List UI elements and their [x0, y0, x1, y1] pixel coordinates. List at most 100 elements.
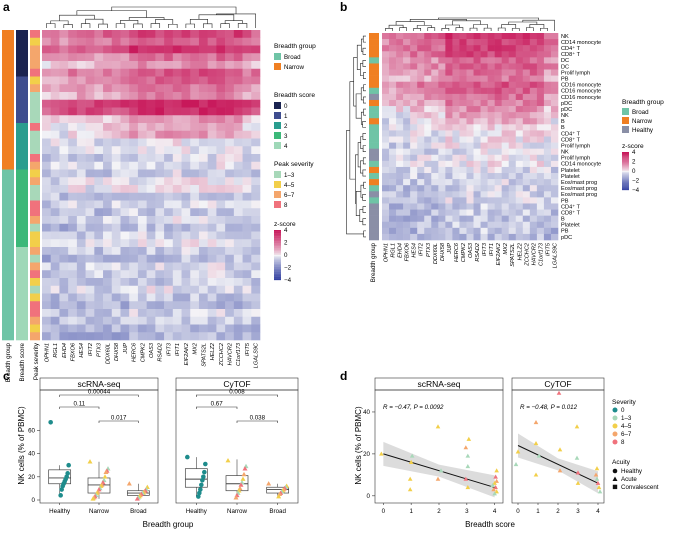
panel-a-cell — [198, 285, 208, 294]
panel-b-cell — [424, 39, 432, 46]
panel-a-cell — [233, 30, 243, 39]
dendrogram-link — [198, 14, 235, 21]
panel-a-cell — [111, 262, 121, 271]
dendrogram-link — [362, 206, 366, 213]
colorbar-segment — [622, 164, 629, 166]
gene-label: ZCCHC2 — [524, 242, 530, 267]
panel-b-cell — [403, 203, 411, 210]
cell-type-label: DC — [561, 64, 569, 70]
panel-a-cell — [120, 223, 130, 232]
panel-d-scatterplots: NK cells (% of PBMC)Breadth scorescRNA-s… — [354, 377, 659, 529]
breadth-group-cell — [2, 92, 14, 101]
panel-b-cell — [536, 166, 545, 174]
panel-a-cell — [207, 316, 217, 325]
legend-label: Broad — [284, 54, 301, 61]
y-tick-label: 0 — [32, 497, 36, 504]
panel-b-cell — [403, 99, 411, 107]
panel-b-cell — [403, 57, 411, 64]
panel-a-cell — [172, 208, 182, 217]
panel-a-cell — [137, 130, 147, 139]
panel-a-cell — [94, 316, 104, 325]
panel-a-cell — [251, 30, 261, 39]
panel-a-cell — [76, 223, 86, 232]
panel-a-cell — [103, 270, 113, 279]
panel-a-cell — [85, 161, 95, 170]
panel-b-cell — [382, 142, 390, 149]
panel-a-cell — [242, 61, 252, 70]
panel-a-cell — [155, 231, 165, 240]
panel-a-cell — [50, 146, 60, 155]
peak-severity-cell — [30, 324, 40, 333]
panel-a-cell — [137, 270, 147, 279]
panel-a-cell — [146, 154, 156, 163]
panel-b-cell — [424, 69, 432, 76]
panel-b-cell — [473, 81, 481, 89]
panel-a-cell — [111, 92, 121, 101]
panel-b-cell — [508, 63, 517, 70]
panel-a-cell — [225, 208, 235, 217]
panel-b-cell — [543, 203, 552, 210]
panel-a-cell — [181, 324, 191, 333]
panel-a-cell — [172, 154, 182, 163]
panel-b-cell — [515, 215, 524, 223]
panel-b-cell — [550, 57, 559, 64]
panel-a-cell — [137, 239, 147, 248]
panel-a-cell — [207, 239, 217, 248]
panel-b-cell — [424, 227, 432, 235]
panel-a-cell — [59, 169, 69, 178]
panel-b-cell — [543, 112, 552, 119]
panel-b-cell — [536, 106, 545, 113]
breadth-group-cell — [369, 57, 379, 64]
panel-a-cell — [146, 192, 156, 201]
panel-a-cell — [172, 200, 182, 209]
panel-b-cell — [508, 185, 517, 192]
peak-severity-cell — [30, 185, 40, 194]
panel-b-cell — [396, 154, 404, 162]
panel-b-cell — [424, 75, 432, 83]
colorbar-segment — [274, 240, 281, 242]
scatter-point — [435, 476, 441, 481]
panel-b-cell — [480, 233, 488, 241]
dendrogram-link — [360, 87, 364, 101]
panel-a-cell — [251, 115, 261, 124]
panel-a-cell — [155, 154, 165, 163]
panel-a-cell — [103, 99, 113, 108]
panel-a-cell — [137, 278, 147, 287]
panel-b-cell — [452, 124, 460, 131]
panel-a-cell — [129, 68, 139, 77]
panel-b-cell — [529, 39, 538, 46]
colorbar-segment — [274, 230, 281, 232]
panel-a-cell — [68, 138, 78, 147]
panel-b-cell — [396, 173, 404, 180]
panel-a-cell — [59, 107, 69, 116]
panel-a-cell — [103, 247, 113, 256]
gene-label: FBXO6 — [71, 342, 77, 361]
scatter-point — [595, 480, 601, 485]
panel-a-cell — [111, 254, 121, 263]
panel-a-cell — [198, 185, 208, 194]
panel-a-cell — [111, 45, 121, 54]
panel-a-cell — [76, 169, 86, 178]
panel-b-cell — [501, 160, 510, 168]
panel-b-cell — [403, 45, 411, 52]
data-point-acute — [238, 482, 244, 487]
panel-b-cell — [508, 57, 517, 64]
panel-b-cell — [522, 75, 531, 83]
panel-a-cell — [216, 200, 226, 209]
panel-a-cell — [94, 278, 104, 287]
panel-b-cell — [410, 221, 418, 229]
panel-a-cell — [190, 309, 200, 318]
panel-b-cell — [515, 221, 524, 229]
panel-b-cell — [403, 69, 411, 76]
panel-b-cell — [536, 130, 545, 137]
panel-b-cell — [431, 106, 439, 113]
panel-b-cell — [550, 118, 559, 125]
data-point-healthy — [197, 490, 202, 496]
legend-swatch — [274, 122, 281, 129]
gene-label: OPHN1 — [44, 343, 50, 362]
panel-b-cell — [529, 203, 538, 210]
dendrogram-link — [46, 23, 56, 28]
data-point-acute — [103, 469, 109, 474]
panel-a-cell — [172, 161, 182, 170]
colorbar-segment — [622, 178, 629, 180]
